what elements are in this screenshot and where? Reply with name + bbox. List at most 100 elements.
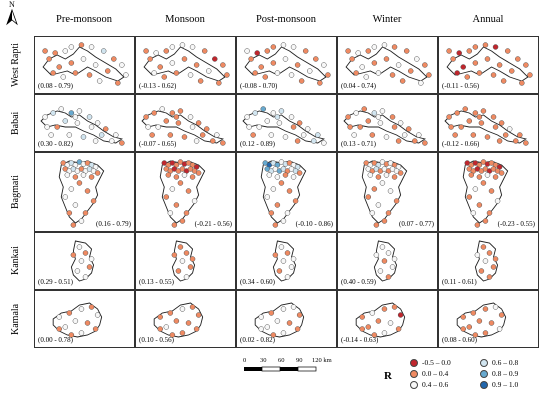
station-point (375, 174, 382, 180)
station-point (393, 198, 400, 204)
station-point (86, 114, 93, 120)
station-point (214, 132, 220, 138)
station-point (189, 124, 196, 130)
station-point (397, 120, 404, 126)
station-point (488, 320, 495, 326)
station-point (254, 50, 260, 56)
station-point (375, 318, 382, 324)
station-point (284, 274, 291, 280)
station-point (412, 138, 418, 144)
map-cell-babai-pre-monsoon: (0.30 - 0.82) (34, 94, 135, 152)
station-point (306, 68, 313, 74)
station-point (446, 48, 452, 54)
station-point (496, 62, 503, 68)
station-point (452, 132, 458, 138)
station-point (371, 110, 378, 116)
station-point (80, 134, 87, 140)
station-point (482, 306, 489, 312)
station-point (163, 324, 170, 330)
station-point (66, 132, 73, 138)
station-point (282, 56, 289, 62)
station-point (517, 132, 523, 138)
basin-map (345, 42, 432, 86)
station-point (278, 108, 285, 114)
station-point (68, 332, 75, 338)
scale-tick-0: 0 (243, 357, 247, 364)
station-point (422, 62, 428, 68)
station-point (482, 218, 489, 224)
legend: R -0.5 – 0.0 0.0 – 0.4 0.4 – 0.6 0.6 – 0… (380, 358, 550, 398)
station-point (466, 118, 473, 124)
station-point (476, 114, 483, 120)
station-point (500, 78, 507, 84)
station-point (212, 56, 218, 62)
station-point (56, 314, 62, 320)
legend-dot-top (480, 381, 488, 390)
basin-map (58, 159, 105, 228)
station-point (375, 70, 382, 76)
station-point (286, 188, 293, 194)
station-point (62, 118, 69, 124)
station-point (52, 50, 58, 56)
map-cell-kankai-post-monsoon: (0.34 - 0.60) (236, 232, 337, 290)
station-point (313, 56, 319, 62)
station-point (70, 222, 77, 228)
station-point (76, 108, 83, 114)
basin-map (343, 106, 428, 146)
station-point (304, 126, 311, 132)
station-point (391, 44, 398, 50)
row-header-kamala: Kamala (10, 303, 21, 335)
basin-outline (355, 302, 406, 338)
station-point (391, 174, 398, 180)
station-point (476, 174, 483, 180)
station-point (123, 72, 129, 78)
station-point (187, 72, 194, 78)
station-point (179, 258, 186, 264)
station-point (179, 306, 186, 312)
r-range-label: (-0.11 - 0.56) (442, 82, 480, 90)
station-point (278, 180, 285, 186)
station-point (92, 326, 99, 332)
station-point (250, 132, 256, 138)
station-point (149, 132, 155, 138)
station-point (288, 114, 295, 120)
station-point (94, 170, 101, 176)
station-point (387, 188, 394, 194)
station-point (274, 202, 281, 208)
station-point (189, 44, 196, 50)
station-point (72, 174, 79, 180)
r-range-label: (0.12 - 0.89) (240, 140, 275, 148)
station-point (50, 70, 56, 76)
station-point (252, 110, 258, 116)
legend-title: R (384, 370, 392, 382)
station-point (472, 44, 479, 50)
station-point (371, 60, 378, 66)
station-point (381, 42, 388, 48)
basin-outline (143, 46, 226, 82)
station-point (272, 222, 279, 228)
station-point (193, 62, 200, 68)
station-point (167, 210, 174, 216)
station-point (54, 124, 60, 130)
station-point (210, 138, 216, 144)
map-cell-kankai-pre-monsoon: (0.29 - 0.51) (34, 232, 135, 290)
r-range-label: (0.16 - 0.79) (96, 220, 131, 228)
station-point (173, 202, 180, 208)
station-point (84, 320, 91, 326)
station-point (264, 194, 271, 200)
station-point (367, 172, 374, 178)
station-point (448, 124, 454, 130)
station-point (183, 250, 190, 256)
r-range-label: (0.08 - 0.60) (442, 336, 477, 344)
basin-map (373, 240, 398, 282)
station-point (353, 70, 359, 76)
station-point (258, 326, 264, 332)
station-point (450, 56, 456, 62)
r-range-label: (-0.13 - 0.62) (139, 82, 177, 90)
station-point (159, 106, 166, 112)
station-point (193, 326, 200, 332)
station-point (270, 110, 277, 116)
station-point (478, 268, 485, 274)
basin-outline (254, 302, 305, 338)
station-point (220, 140, 226, 146)
